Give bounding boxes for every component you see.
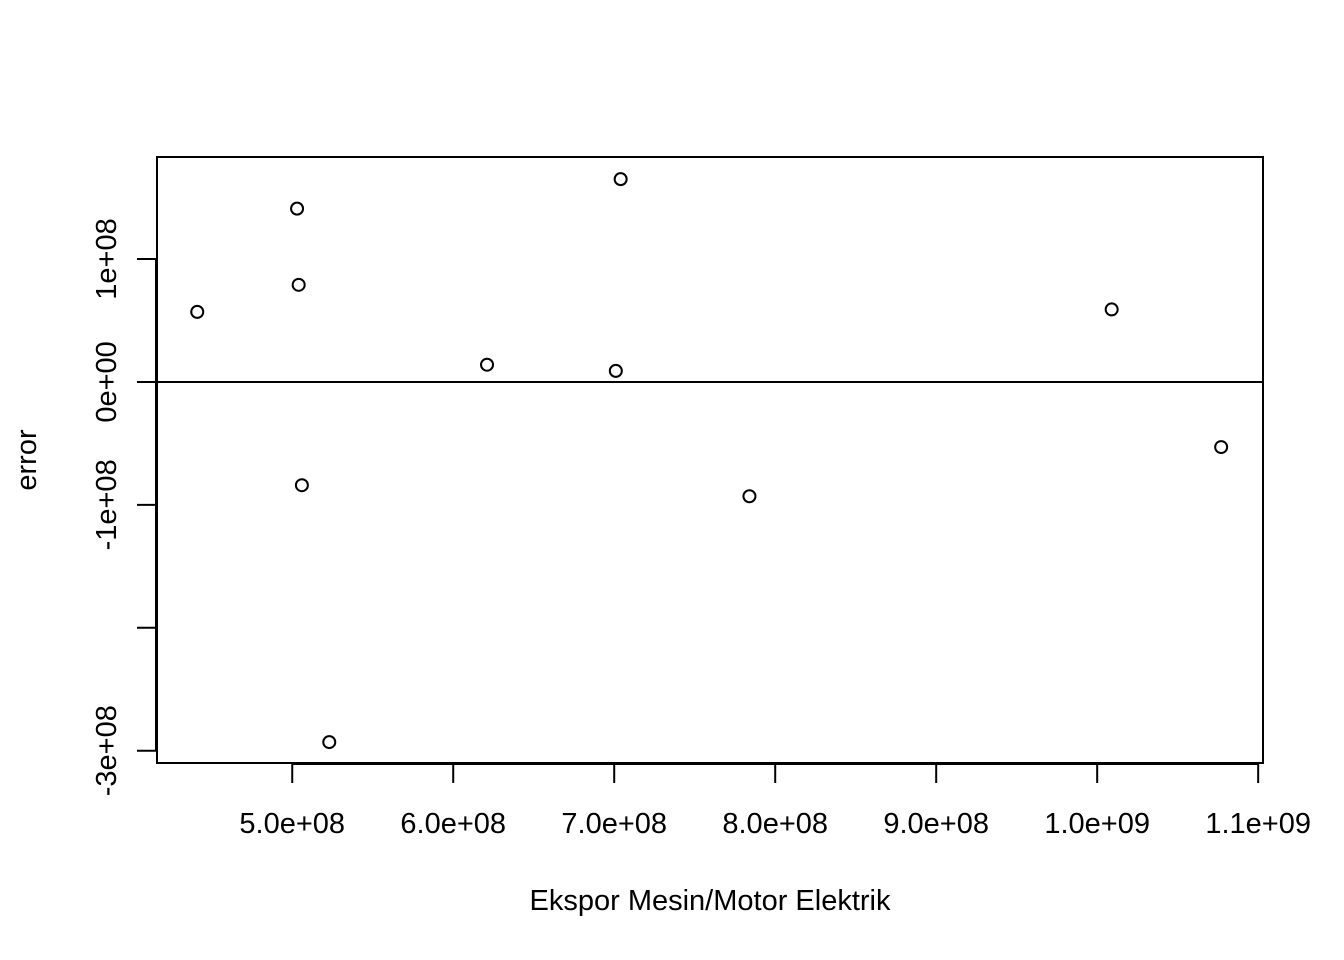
data-point [290, 201, 305, 216]
x-axis: 5.0e+08 6.0e+08 7.0e+08 8.0e+08 9.0e+08 1.0e+… [239, 763, 1311, 840]
data-point [742, 489, 757, 504]
data-point [294, 478, 309, 493]
data-point [1104, 302, 1119, 317]
data-point [613, 172, 628, 187]
x-tick-label: 1.0e+09 [1044, 808, 1150, 840]
x-tick-label: 1.1e+09 [1205, 808, 1311, 840]
plot-frame [156, 156, 1264, 764]
data-point [480, 357, 495, 372]
y-tick-label: -3e+08 [91, 705, 123, 796]
x-tick-label: 8.0e+08 [722, 808, 828, 840]
data-point [1214, 440, 1229, 455]
x-tick-label: 5.0e+08 [239, 808, 345, 840]
data-point [190, 304, 205, 319]
data-point [322, 735, 337, 750]
x-tick-label: 9.0e+08 [883, 808, 989, 840]
data-point [608, 363, 623, 378]
y-axis-title: error [11, 429, 43, 491]
y-tick-label: -1e+08 [91, 459, 123, 550]
data-point [291, 277, 306, 292]
x-tick-label: 7.0e+08 [561, 808, 667, 840]
x-tick-label: 6.0e+08 [400, 808, 506, 840]
y-tick-label: 0e+00 [91, 341, 123, 422]
y-tick-label: 1e+08 [91, 218, 123, 299]
x-axis-title: Ekspor Mesin/Motor Elektrik [530, 885, 891, 917]
data-points [190, 172, 1229, 750]
